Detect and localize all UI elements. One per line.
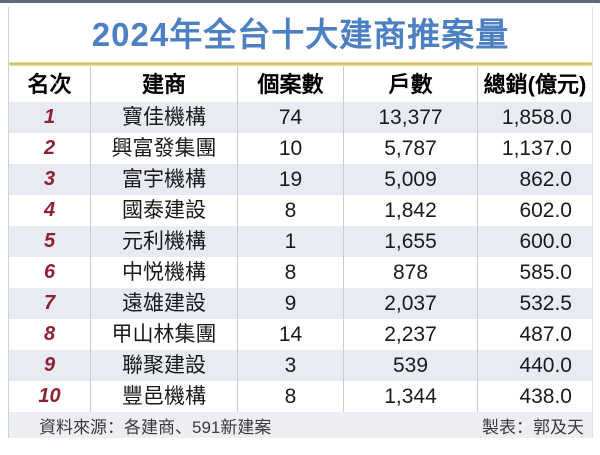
- builder-cell: 興富發集團: [90, 133, 237, 164]
- total-cell: 1,858.0: [477, 102, 592, 133]
- households-cell: 2,037: [343, 288, 477, 319]
- table-card: 2024年全台十大建商推案量 名次 建商 個案數 戶數 總銷(億元) 1 寶佳機構…: [8, 7, 593, 438]
- table-row: 4 國泰建設 8 1,842 602.0: [9, 195, 592, 226]
- households-cell: 5,787: [343, 133, 477, 164]
- rank-cell: 2: [43, 137, 56, 159]
- footer-source: 資料來源：各建商、591新建案: [39, 417, 272, 437]
- households-cell: 13,377: [343, 102, 477, 133]
- households-cell: 5,009: [343, 164, 477, 195]
- total-cell: 1,137.0: [477, 133, 592, 164]
- cases-cell: 9: [237, 288, 343, 319]
- cases-cell: 10: [237, 133, 343, 164]
- builder-cell: 中悦機構: [90, 257, 237, 288]
- column-header-builder: 建商: [90, 66, 237, 102]
- builder-cell: 豐邑機構: [90, 381, 237, 412]
- cases-cell: 1: [237, 226, 343, 257]
- total-cell: 585.0: [477, 257, 592, 288]
- table-body: 1 寶佳機構 74 13,377 1,858.0 2 興富發集團 10 5,787 1,137.0…: [9, 102, 592, 412]
- total-cell: 438.0: [477, 381, 592, 412]
- builder-cell: 遠雄建設: [90, 288, 237, 319]
- rank-cell: 9: [43, 354, 56, 376]
- total-cell: 600.0: [477, 226, 592, 257]
- cases-cell: 74: [237, 102, 343, 133]
- total-cell: 862.0: [477, 164, 592, 195]
- rank-cell: 7: [43, 292, 56, 314]
- households-cell: 2,237: [343, 319, 477, 350]
- cases-cell: 19: [237, 164, 343, 195]
- households-cell: 1,842: [343, 195, 477, 226]
- table-row: 5 元利機構 1 1,655 600.0: [9, 226, 592, 257]
- column-header-cases: 個案數: [237, 66, 343, 102]
- rank-cell: 1: [43, 106, 56, 128]
- builder-cell: 甲山林集團: [90, 319, 237, 350]
- column-header-households: 戶數: [343, 66, 477, 102]
- cases-cell: 14: [237, 319, 343, 350]
- page-title: 2024年全台十大建商推案量: [91, 16, 510, 53]
- table-row: 10 豐邑機構 8 1,344 438.0: [9, 381, 592, 412]
- rank-cell: 4: [43, 199, 56, 221]
- table-row: 8 甲山林集團 14 2,237 487.0: [9, 319, 592, 350]
- builder-cell: 寶佳機構: [90, 102, 237, 133]
- cases-cell: 3: [237, 350, 343, 381]
- rank-cell: 8: [43, 323, 56, 345]
- builder-cell: 富宇機構: [90, 164, 237, 195]
- table-row: 2 興富發集團 10 5,787 1,137.0: [9, 133, 592, 164]
- table-row: 6 中悦機構 8 878 585.0: [9, 257, 592, 288]
- table-row: 7 遠雄建設 9 2,037 532.5: [9, 288, 592, 319]
- table-footer: 資料來源：各建商、591新建案 製表：郭及天: [9, 412, 592, 438]
- table-row: 9 聯聚建設 3 539 440.0: [9, 350, 592, 381]
- column-header-rank: 名次: [27, 72, 72, 97]
- total-cell: 440.0: [477, 350, 592, 381]
- page: 2024年全台十大建商推案量 名次 建商 個案數 戶數 總銷(億元) 1 寶佳機構…: [0, 0, 600, 438]
- footer-credit: 製表：郭及天: [482, 417, 584, 437]
- rank-cell: 6: [43, 261, 56, 283]
- cases-cell: 8: [237, 257, 343, 288]
- cases-cell: 8: [237, 381, 343, 412]
- table-row: 1 寶佳機構 74 13,377 1,858.0: [9, 102, 592, 133]
- top-border-bar: [0, 0, 600, 3]
- builder-cell: 元利機構: [90, 226, 237, 257]
- households-cell: 878: [343, 257, 477, 288]
- rank-cell: 3: [43, 168, 56, 190]
- households-cell: 1,655: [343, 226, 477, 257]
- builder-cell: 聯聚建設: [90, 350, 237, 381]
- total-cell: 532.5: [477, 288, 592, 319]
- builder-cell: 國泰建設: [90, 195, 237, 226]
- table-row: 3 富宇機構 19 5,009 862.0: [9, 164, 592, 195]
- total-cell: 602.0: [477, 195, 592, 226]
- cases-cell: 8: [237, 195, 343, 226]
- households-cell: 539: [343, 350, 477, 381]
- total-cell: 487.0: [477, 319, 592, 350]
- table-header: 名次 建商 個案數 戶數 總銷(億元): [9, 66, 592, 102]
- rank-cell: 5: [43, 230, 56, 252]
- gold-divider: [9, 62, 592, 66]
- column-header-total: 總銷(億元): [477, 66, 592, 102]
- households-cell: 1,344: [343, 381, 477, 412]
- rank-cell: 10: [38, 385, 61, 407]
